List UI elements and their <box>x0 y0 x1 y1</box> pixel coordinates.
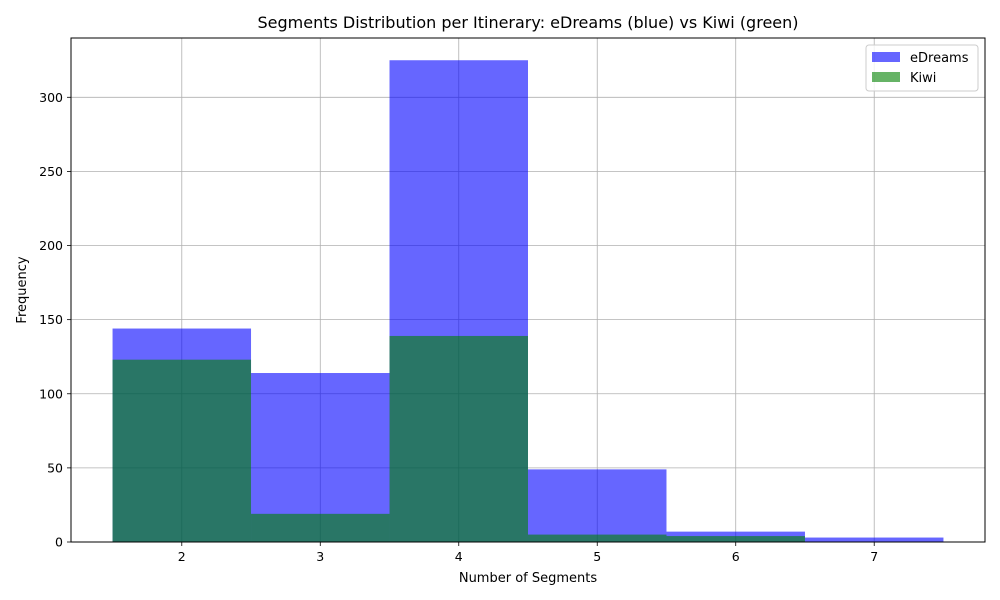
y-tick-label: 150 <box>39 312 63 327</box>
legend-label-kiwi: Kiwi <box>910 71 936 86</box>
bar-kiwi-6 <box>666 536 805 542</box>
y-tick-label: 300 <box>39 90 63 105</box>
y-tick-label: 200 <box>39 238 63 253</box>
x-tick-label: 6 <box>732 549 740 564</box>
bar-kiwi-4 <box>389 335 528 542</box>
bars-layer <box>112 60 944 543</box>
bar-edreams-5 <box>528 469 667 542</box>
legend-swatch-edreams <box>872 52 900 62</box>
legend: eDreams Kiwi <box>865 44 979 92</box>
plot-frame <box>70 37 986 543</box>
bar-kiwi-3 <box>251 513 390 542</box>
x-tick-label: 4 <box>455 549 463 564</box>
legend-swatch-kiwi <box>872 72 900 82</box>
x-tick-label: 2 <box>178 549 186 564</box>
x-tick-label: 5 <box>593 549 601 564</box>
ticks-layer: 2 3 4 5 6 7 0 50 100 150 200 250 300 <box>39 90 878 564</box>
x-tick-label: 7 <box>870 549 878 564</box>
y-tick-label: 250 <box>39 164 63 179</box>
bar-kiwi-2 <box>112 359 252 542</box>
y-axis-title: Frequency <box>15 256 30 323</box>
legend-label-edreams: eDreams <box>910 51 969 66</box>
y-tick-label: 100 <box>39 386 63 401</box>
chart-title: Segments Distribution per Itinerary: eDr… <box>257 13 798 32</box>
y-tick-label: 0 <box>55 535 63 550</box>
x-tick-label: 3 <box>316 549 324 564</box>
x-axis-title: Number of Segments <box>459 571 598 586</box>
y-tick-label: 50 <box>47 460 63 475</box>
bar-edreams-7 <box>804 537 944 542</box>
bar-kiwi-5 <box>528 534 667 542</box>
